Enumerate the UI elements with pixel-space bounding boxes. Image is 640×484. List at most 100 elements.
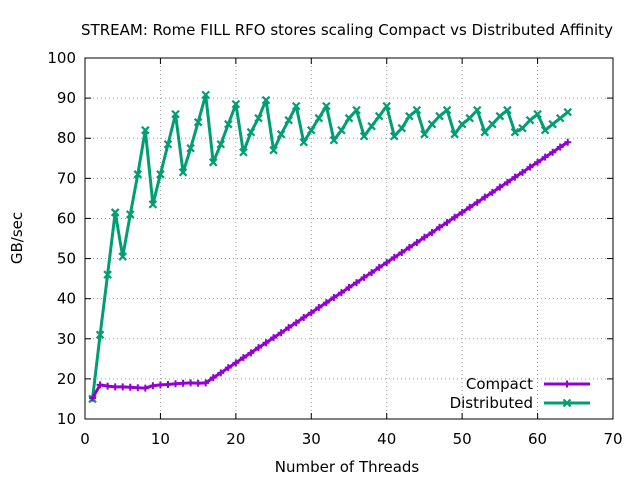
compact-point [360,273,368,281]
compact-point [337,289,345,297]
distributed-point [141,125,150,135]
compact-point [149,382,157,390]
legend-marker-compact [563,380,571,388]
compact-point [300,314,308,322]
x-tick-label: 70 [603,430,622,448]
compact-point [405,243,413,251]
compact-point [292,319,300,327]
distributed-point [208,158,218,167]
distributed-point [397,123,407,133]
distributed-point [261,95,271,105]
distributed-point [510,127,520,137]
compact-point [556,143,564,151]
x-tick-label: 30 [302,430,321,448]
y-tick-label: 90 [57,89,76,107]
distributed-point [420,129,429,139]
legend-label-compact: Compact [466,375,533,393]
compact-point [89,394,97,402]
distributed-point [269,145,278,155]
compact-point [511,173,519,181]
distributed-point [307,125,316,135]
compact-point [164,381,172,389]
distributed-point [472,105,482,115]
compact-point [285,324,293,332]
compact-point [209,374,217,382]
x-tick-label: 40 [377,430,396,448]
y-tick-label: 40 [57,290,76,308]
distributed-point [412,105,422,115]
compact-point [526,163,534,171]
compact-point [518,168,526,176]
compact-line [91,140,569,399]
x-tick-label: 0 [80,430,90,448]
distributed-point [291,101,301,111]
distributed-line [91,93,569,400]
distributed-point [299,137,309,147]
compact-point [111,383,119,391]
distributed-point [427,119,437,129]
distributed-point [548,119,557,129]
distributed-point [442,105,452,115]
distributed-point [186,143,195,153]
distributed-point [148,200,158,209]
compact-point [383,259,391,267]
compact-point [262,339,270,347]
distributed-point [284,115,293,125]
compact-point [503,178,511,186]
distributed-point [171,109,180,119]
distributed-point [533,109,542,119]
distributed-point [216,139,226,149]
compact-point [187,379,195,387]
y-tick-label: 30 [57,330,76,348]
distributed-point [239,147,248,157]
compact-point [126,383,134,391]
distributed-point [125,210,135,219]
compact-point [254,344,262,352]
distributed-point [193,117,203,127]
compact-point [541,153,549,161]
compact-point [307,309,315,317]
compact-point [172,380,180,388]
distributed-series [88,90,573,404]
compact-point [315,303,323,311]
compact-point [481,193,489,201]
distributed-point [133,170,143,179]
compact-point [270,334,278,342]
compact-point [413,239,421,247]
compact-point [119,383,127,391]
x-tick-label: 50 [453,430,472,448]
compact-point [466,203,474,211]
distributed-point [337,125,346,135]
compact-point [239,354,247,362]
distributed-point [374,111,384,121]
y-tick-label: 80 [57,129,76,147]
compact-point [232,359,240,367]
distributed-point [435,111,444,121]
compact-point [496,183,504,191]
distributed-point [405,111,414,121]
distributed-point [118,252,127,261]
distributed-point [329,135,339,145]
distributed-point [95,330,105,340]
compact-point [420,233,428,241]
y-tick-label: 70 [57,169,76,187]
y-tick-label: 100 [47,49,76,67]
compact-point [277,329,285,337]
distributed-point [110,208,120,217]
compact-point [224,364,232,372]
compact-point [194,379,202,387]
legend-marker-distributed [562,398,572,408]
distributed-point [503,105,512,115]
compact-series [89,138,572,402]
compact-point [368,269,376,277]
distributed-point [555,113,565,123]
x-tick-label: 60 [528,430,547,448]
compact-point [458,208,466,216]
compact-point [375,263,383,271]
y-tick-label: 10 [57,410,76,428]
distributed-point [480,127,490,137]
compact-point [345,283,353,291]
distributed-point [254,113,263,123]
distributed-point [201,90,210,100]
